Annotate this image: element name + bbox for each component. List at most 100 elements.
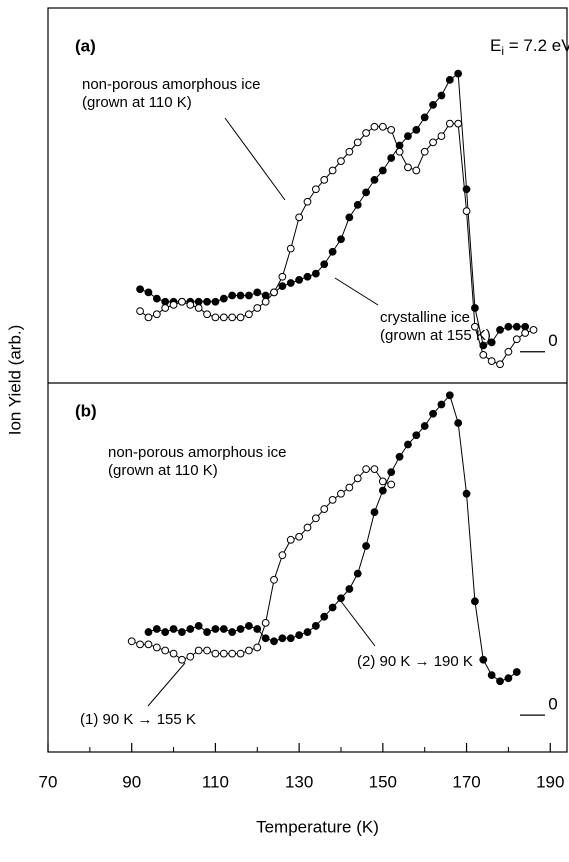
data-point <box>228 313 237 322</box>
annotation: (grown at 155 K) <box>380 327 491 344</box>
data-point <box>178 297 186 306</box>
data-point <box>253 625 262 633</box>
panel-label: (a) <box>75 36 96 55</box>
data-point <box>211 297 220 306</box>
data-point <box>311 514 320 523</box>
data-point <box>454 119 463 128</box>
data-point <box>429 409 437 418</box>
data-point <box>261 634 270 643</box>
data-point <box>194 646 203 655</box>
data-point <box>387 480 396 489</box>
data-point <box>161 304 170 312</box>
data-point <box>353 200 362 209</box>
data-point <box>353 138 362 147</box>
data-point <box>370 122 379 131</box>
data-point <box>253 288 262 297</box>
data-point <box>387 468 396 477</box>
data-point <box>311 269 320 278</box>
data-point <box>429 100 437 109</box>
x-tick-label: 170 <box>452 772 480 791</box>
data-point <box>236 625 245 633</box>
annotation: (1) 90 K → 155 K <box>80 711 196 728</box>
data-point <box>286 634 295 643</box>
data-point <box>404 132 412 141</box>
data-point <box>219 313 228 322</box>
data-point <box>303 523 312 532</box>
data-point <box>512 335 521 344</box>
data-point <box>512 668 521 676</box>
zero-label: 0 <box>548 331 557 350</box>
data-point <box>378 166 387 175</box>
panel-label: (b) <box>75 401 97 420</box>
energy-label: Ei = 7.2 eV <box>490 36 569 58</box>
data-point <box>295 532 304 541</box>
data-point <box>420 113 429 122</box>
data-point <box>412 431 421 440</box>
data-point <box>420 147 429 156</box>
data-point <box>178 628 186 636</box>
data-point <box>152 643 161 652</box>
data-point <box>378 477 387 486</box>
data-point <box>387 154 396 162</box>
x-tick-label: 150 <box>369 772 397 791</box>
data-point <box>311 185 320 194</box>
data-point <box>437 91 446 100</box>
data-point <box>136 307 144 316</box>
data-point <box>127 637 136 646</box>
data-point <box>445 119 454 128</box>
data-point <box>479 341 488 350</box>
data-point <box>454 419 463 427</box>
data-point <box>370 465 379 474</box>
data-point <box>219 625 228 633</box>
data-point <box>136 640 144 649</box>
data-point <box>362 188 370 197</box>
data-point <box>228 649 237 658</box>
data-point <box>487 357 496 366</box>
data-point <box>228 291 237 300</box>
data-point <box>504 674 513 683</box>
data-point <box>496 360 504 369</box>
zero-label: 0 <box>548 695 557 714</box>
data-point <box>471 597 479 606</box>
data-point <box>487 671 496 680</box>
data-point <box>203 646 211 655</box>
data-point <box>337 489 345 498</box>
data-point <box>496 677 504 686</box>
data-point <box>370 508 379 517</box>
data-point <box>245 622 253 630</box>
data-point <box>462 185 471 194</box>
data-point <box>437 400 446 409</box>
data-point <box>245 646 253 655</box>
data-point <box>261 618 270 627</box>
energy-subscript: i <box>501 44 504 58</box>
data-point <box>278 551 287 560</box>
data-point <box>462 207 471 216</box>
data-point <box>454 69 463 78</box>
data-point <box>211 313 220 322</box>
data-point <box>178 655 186 664</box>
annotation: non-porous amorphous ice <box>82 76 260 93</box>
data-point <box>186 625 195 633</box>
data-point <box>320 612 329 621</box>
data-point <box>203 628 211 636</box>
data-point <box>320 175 329 184</box>
data-point <box>362 542 370 550</box>
data-point <box>219 294 228 303</box>
data-point <box>320 505 329 513</box>
data-point <box>286 279 295 287</box>
data-point <box>479 350 488 359</box>
energy-text: = 7.2 eV <box>504 36 569 55</box>
leader-line <box>334 277 379 306</box>
data-point <box>471 322 479 331</box>
data-point <box>261 297 270 306</box>
series-line <box>148 394 518 682</box>
annotation: (2) 90 K → 190 K <box>357 653 473 670</box>
annotation: (grown at 110 K) <box>82 94 192 111</box>
data-point <box>404 440 412 449</box>
data-point <box>328 495 337 504</box>
data-point <box>303 628 312 636</box>
leader-line <box>147 662 186 707</box>
y-axis-label: Ion Yield (arb.) <box>5 325 24 436</box>
data-point <box>345 585 354 593</box>
